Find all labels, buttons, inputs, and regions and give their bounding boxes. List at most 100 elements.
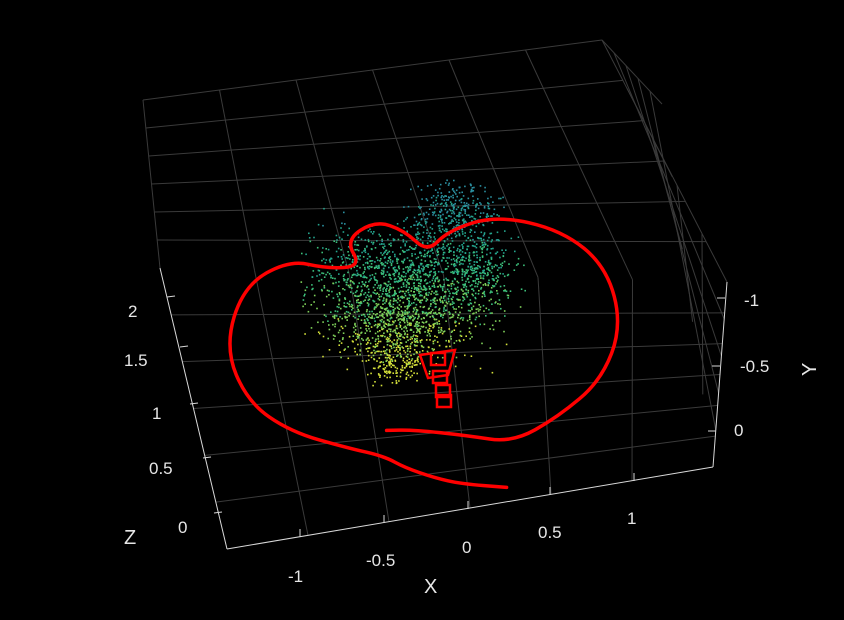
- cloud-point: [411, 261, 414, 264]
- cloud-point: [322, 224, 324, 227]
- cloud-point: [364, 292, 367, 294]
- cloud-point: [343, 289, 346, 291]
- cloud-point: [395, 292, 397, 295]
- cloud-point: [342, 277, 345, 280]
- cloud-point: [417, 313, 420, 316]
- cloud-point: [500, 263, 502, 266]
- cloud-point: [408, 322, 411, 325]
- cloud-point: [444, 295, 446, 297]
- cloud-point: [431, 290, 433, 293]
- cloud-point: [479, 367, 482, 370]
- cloud-point: [414, 345, 416, 347]
- cloud-point: [375, 350, 377, 353]
- cloud-point: [379, 376, 381, 378]
- cloud-point: [413, 349, 416, 351]
- cloud-point: [495, 277, 497, 279]
- cloud-point: [474, 292, 477, 295]
- cloud-point: [402, 320, 405, 322]
- cloud-point: [394, 331, 397, 333]
- cloud-point: [499, 272, 502, 275]
- cloud-point: [424, 287, 427, 289]
- cloud-point: [349, 312, 351, 315]
- cloud-point: [353, 331, 355, 333]
- cloud-point: [405, 327, 408, 330]
- cloud-point: [406, 257, 409, 259]
- cloud-point: [484, 190, 486, 193]
- cloud-point: [503, 260, 506, 263]
- cloud-point: [420, 287, 423, 289]
- cloud-point: [389, 324, 392, 326]
- cloud-point: [346, 281, 348, 284]
- cloud-point: [349, 284, 352, 286]
- cloud-point: [399, 335, 401, 337]
- cloud-point: [465, 257, 467, 260]
- cloud-point: [351, 276, 353, 279]
- cloud-point: [386, 329, 388, 332]
- cloud-point: [366, 309, 368, 311]
- cloud-point: [474, 325, 477, 328]
- cloud-point: [440, 209, 443, 212]
- cloud-point: [443, 306, 445, 309]
- cloud-point: [488, 236, 490, 239]
- cloud-point: [343, 305, 345, 307]
- cloud-point: [489, 312, 492, 314]
- cloud-point: [487, 215, 490, 217]
- cloud-point: [426, 229, 428, 231]
- cloud-point: [450, 222, 452, 224]
- cloud-point: [408, 249, 410, 251]
- cloud-point: [471, 219, 473, 222]
- cloud-point: [338, 273, 340, 275]
- cloud-point: [396, 314, 399, 316]
- cloud-point: [400, 286, 403, 288]
- cloud-point: [335, 315, 338, 317]
- cloud-point: [456, 290, 458, 293]
- cloud-point: [487, 202, 489, 204]
- cloud-point: [367, 319, 369, 322]
- cloud-point: [439, 183, 442, 186]
- cloud-point: [486, 268, 488, 270]
- cloud-point: [357, 244, 360, 246]
- cloud-point: [362, 313, 365, 316]
- cloud-point: [310, 304, 313, 306]
- cloud-point: [461, 231, 464, 233]
- cloud-point: [415, 234, 417, 236]
- cloud-point: [417, 355, 420, 358]
- cloud-point: [360, 285, 363, 288]
- cloud-point: [397, 312, 400, 315]
- cloud-point: [433, 286, 436, 288]
- cloud-point: [364, 299, 366, 301]
- cloud-point: [346, 368, 349, 371]
- cloud-point: [373, 358, 376, 361]
- cloud-point: [429, 335, 431, 337]
- cloud-point: [401, 234, 403, 237]
- cloud-point: [424, 260, 427, 262]
- cloud-point: [454, 365, 457, 368]
- cloud-point: [404, 366, 406, 369]
- cloud-point: [333, 317, 336, 319]
- cloud-point: [407, 363, 410, 366]
- cloud-point: [397, 346, 400, 348]
- cloud-point: [317, 269, 320, 272]
- cloud-point: [392, 342, 394, 345]
- cloud-point: [453, 254, 455, 256]
- cloud-point: [469, 266, 472, 268]
- cloud-point: [472, 280, 475, 283]
- cloud-point: [335, 250, 338, 253]
- cloud-point: [442, 285, 445, 288]
- cloud-point: [416, 344, 418, 347]
- cloud-point: [345, 306, 348, 308]
- cloud-point: [392, 286, 395, 289]
- cloud-point: [496, 275, 499, 277]
- cloud-point: [409, 361, 411, 363]
- cloud-point: [372, 354, 375, 357]
- cloud-point: [379, 306, 382, 308]
- cloud-point: [331, 290, 333, 293]
- cloud-point: [462, 296, 465, 299]
- cloud-point: [402, 240, 405, 243]
- cloud-point: [388, 371, 390, 374]
- cloud-point: [381, 335, 383, 338]
- cloud-point: [347, 346, 349, 348]
- cloud-point: [452, 194, 454, 197]
- cloud-point: [394, 299, 396, 302]
- cloud-point: [432, 268, 435, 270]
